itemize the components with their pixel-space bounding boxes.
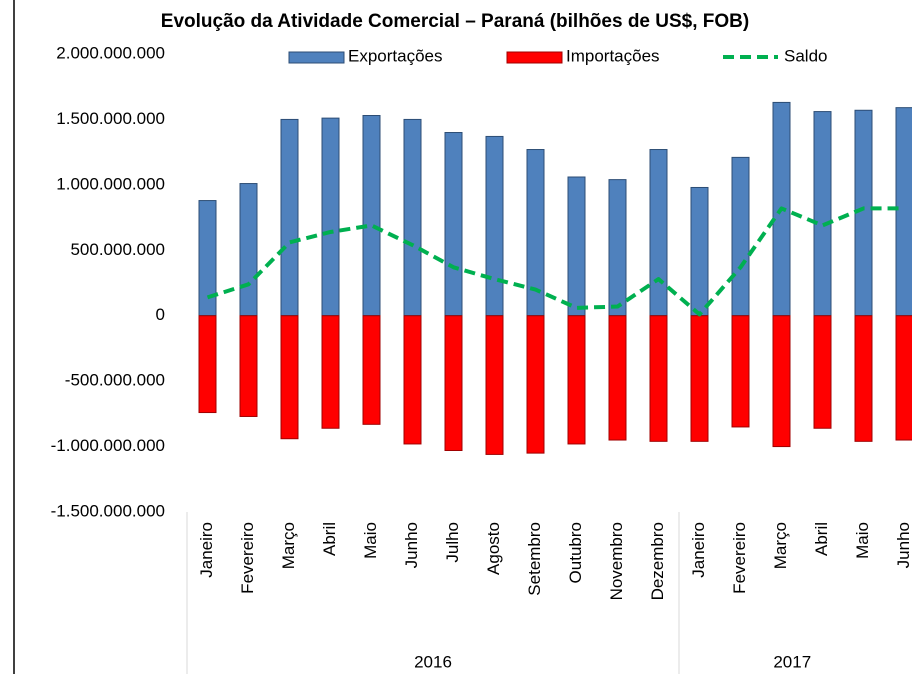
- legend-swatch: [506, 51, 563, 64]
- x-tick-label: Janeiro: [689, 522, 708, 578]
- legend-label: Importações: [566, 46, 660, 65]
- group-label: 2017: [773, 652, 811, 671]
- x-tick-label: Novembro: [607, 522, 626, 600]
- bar: [567, 176, 586, 317]
- bar: [608, 179, 627, 317]
- bar: [198, 315, 217, 414]
- bar: [649, 149, 668, 317]
- x-tick-label: Abril: [320, 522, 339, 556]
- bar: [895, 315, 912, 441]
- x-tick-label: Fevereiro: [238, 522, 257, 594]
- x-tick-label: Setembro: [525, 522, 544, 596]
- bar: [239, 183, 258, 317]
- bar: [321, 315, 340, 429]
- bar: [690, 315, 709, 442]
- y-tick-label: 0: [156, 305, 165, 324]
- x-tick-label: Janeiro: [197, 522, 216, 578]
- x-tick-label: Março: [279, 522, 298, 569]
- bar: [813, 315, 832, 429]
- bar: [280, 315, 299, 440]
- saldo-line: [206, 206, 905, 317]
- bar: [444, 315, 463, 451]
- x-tick-label: Maio: [361, 522, 380, 559]
- y-tick-label: 1.000.000.000: [56, 174, 165, 193]
- bar: [239, 315, 258, 417]
- bar: [813, 111, 832, 317]
- x-tick-label: Julho: [443, 522, 462, 563]
- bar: [649, 315, 668, 442]
- bar: [567, 315, 586, 445]
- bar: [485, 135, 504, 317]
- y-tick-label: 1.500.000.000: [56, 109, 165, 128]
- y-tick-label: 500.000.000: [70, 240, 165, 259]
- bar: [403, 315, 422, 445]
- x-tick-label: Abril: [812, 522, 831, 556]
- bar: [362, 115, 381, 317]
- bar: [895, 107, 912, 317]
- y-tick-label: -1.000.000.000: [51, 436, 165, 455]
- x-tick-label: Maio: [853, 522, 872, 559]
- group-label: 2016: [414, 652, 452, 671]
- x-tick-label: Agosto: [484, 522, 503, 575]
- y-tick-label: 2.000.000.000: [56, 43, 165, 62]
- chart-title: Evolução da Atividade Comercial – Paraná…: [161, 11, 749, 32]
- bar: [608, 315, 627, 441]
- bar: [444, 132, 463, 317]
- bar: [854, 315, 873, 442]
- x-tick-label: Fevereiro: [730, 522, 749, 594]
- legend-label: Exportações: [348, 46, 443, 65]
- x-tick-label: Junho: [402, 522, 421, 568]
- bar: [198, 200, 217, 317]
- bar: [362, 315, 381, 425]
- bar: [485, 315, 504, 455]
- bar: [526, 315, 545, 454]
- bar: [690, 186, 709, 317]
- x-tick-label: Dezembro: [648, 522, 667, 600]
- x-tick-label: Junho: [894, 522, 912, 568]
- y-tick-label: -500.000.000: [65, 371, 165, 390]
- x-tick-label: Março: [771, 522, 790, 569]
- bar: [280, 118, 299, 317]
- x-tick-label: Outubro: [566, 522, 585, 583]
- legend-label: Saldo: [784, 46, 827, 65]
- bar: [321, 117, 340, 317]
- bar: [403, 118, 422, 317]
- legend-swatch: [288, 51, 345, 64]
- y-tick-label: -1.500.000.000: [51, 501, 165, 520]
- bar: [731, 156, 750, 317]
- bar: [731, 315, 750, 428]
- bar: [772, 315, 791, 448]
